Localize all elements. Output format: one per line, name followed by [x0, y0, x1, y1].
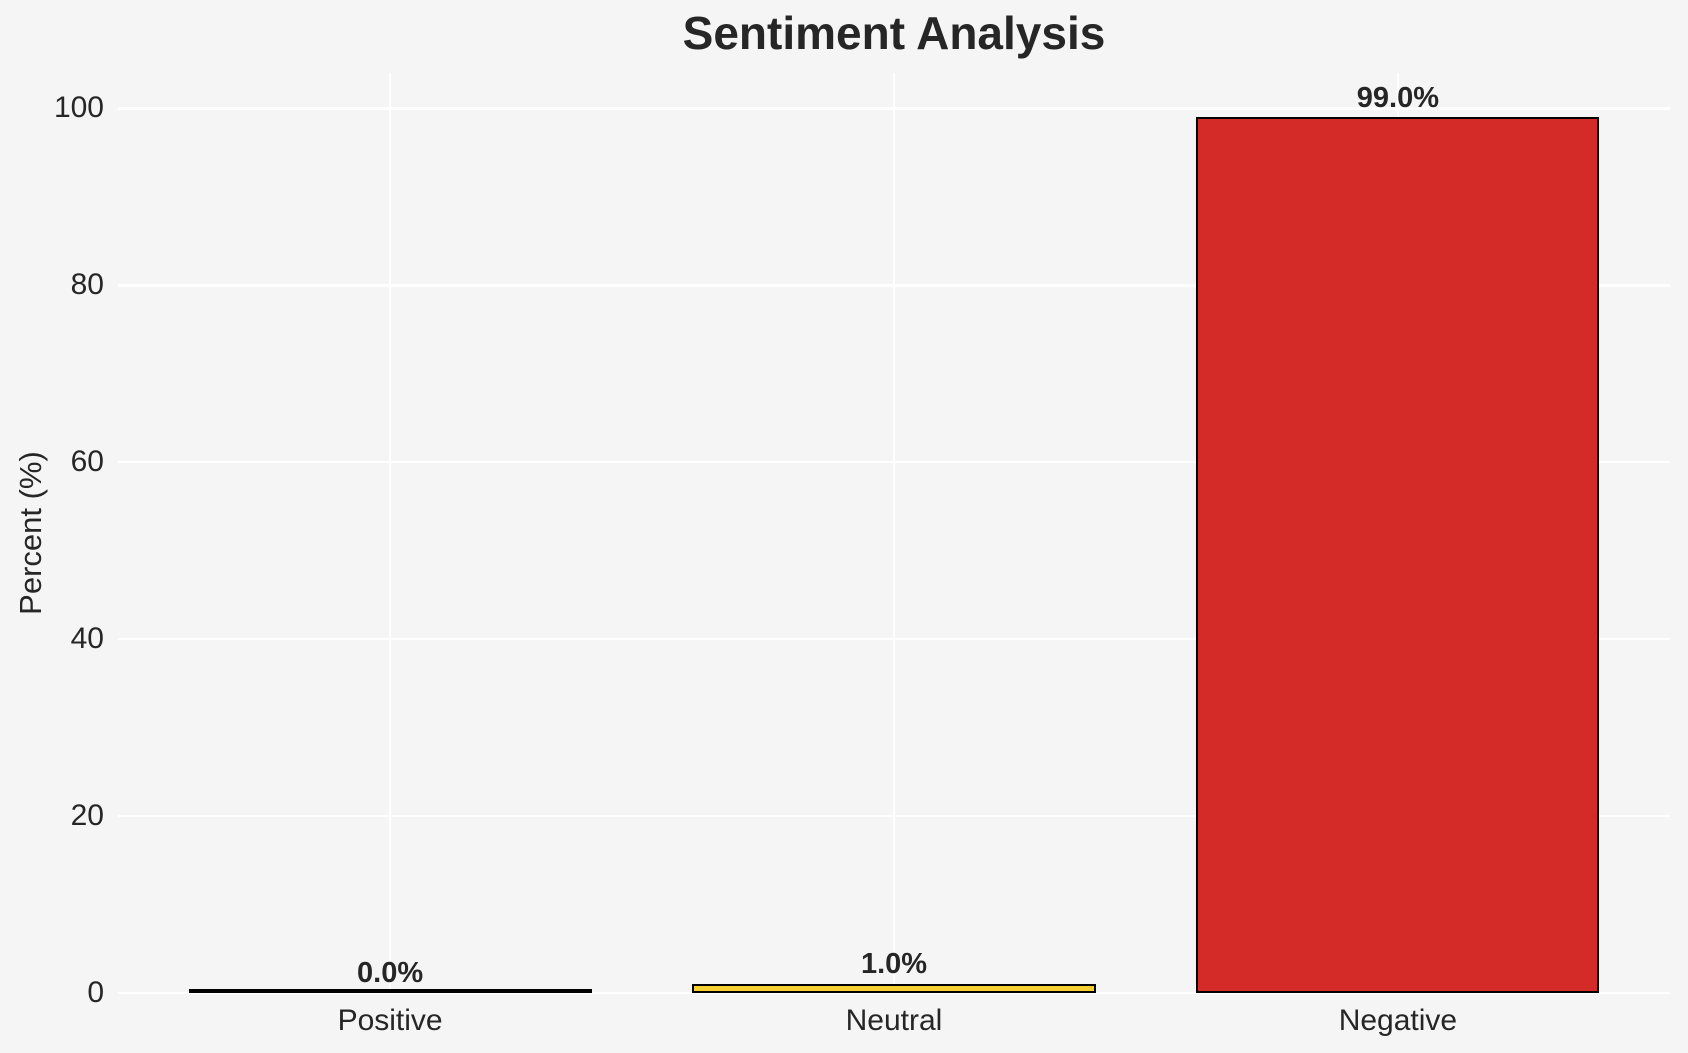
bar-value-label: 0.0%: [357, 957, 424, 990]
vertical-gridline: [892, 73, 896, 993]
x-tick-label: Positive: [337, 1004, 443, 1037]
bar-negative: [1196, 117, 1600, 993]
y-tick-label: 20: [70, 799, 104, 833]
y-tick-label: 80: [70, 268, 104, 302]
bar-value-label: 99.0%: [1356, 81, 1439, 114]
vertical-gridline: [388, 73, 392, 993]
chart-title: Sentiment Analysis: [682, 7, 1106, 59]
bar-positive: [188, 989, 592, 993]
y-tick-label: 0: [87, 976, 104, 1009]
x-tick-label: Negative: [1338, 1004, 1458, 1037]
plot-area: 0.0% 1.0% 99.0%: [118, 73, 1670, 995]
bar-neutral: [692, 984, 1096, 993]
y-tick-label: 100: [53, 91, 104, 125]
horizontal-gridline: [118, 991, 1670, 995]
bar-value-label: 1.0%: [860, 948, 928, 981]
y-tick-label: 60: [70, 445, 104, 479]
x-tick-label: Neutral: [845, 1004, 943, 1037]
y-tick-label: 40: [70, 622, 104, 656]
